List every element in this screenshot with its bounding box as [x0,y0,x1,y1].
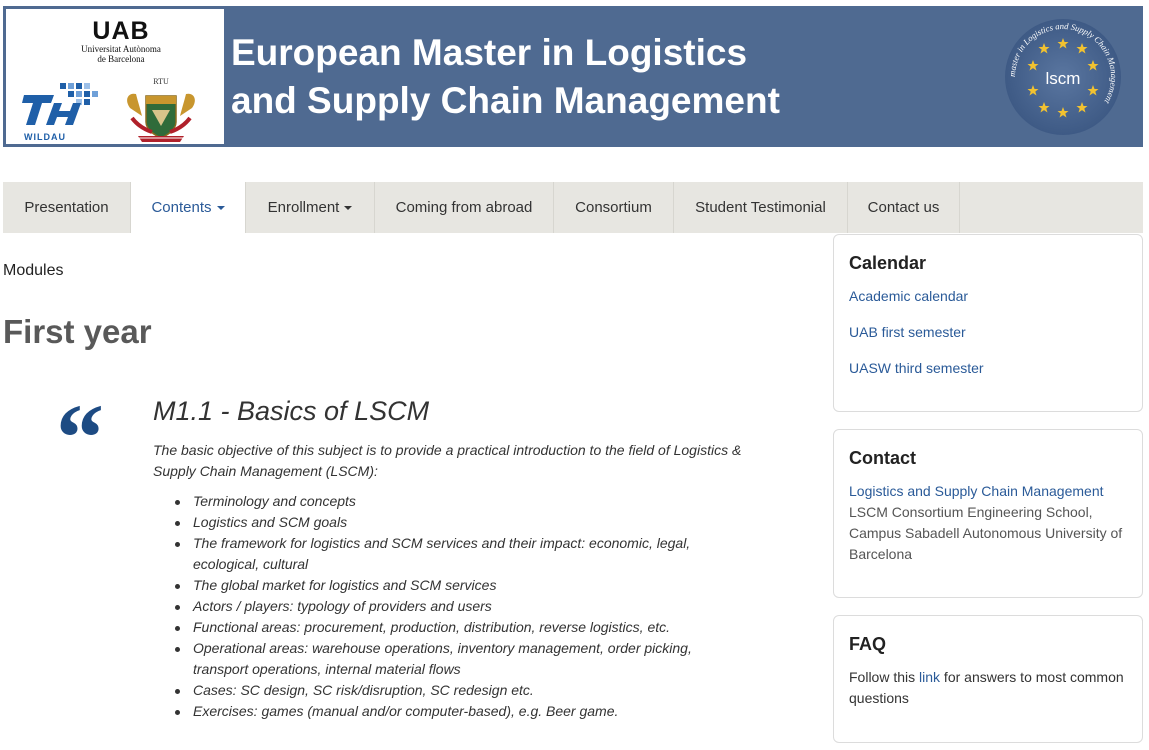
uab-logo-subtitle-2: de Barcelona [97,54,145,64]
nav-item-label: Coming from abroad [395,199,533,216]
list-item: Exercises: games (manual and/or computer… [175,701,743,722]
uab-logo-mark: UAB [92,17,150,45]
module-topic-list: Terminology and concepts Logistics and S… [175,491,743,722]
calendar-card: Calendar Academic calendar UAB first sem… [833,234,1143,412]
chevron-down-icon [216,205,225,210]
list-item: Terminology and concepts [175,491,743,512]
site-banner: UAB Universitat Autònoma de Barcelona WI… [3,6,1143,147]
faq-text: Follow this link for answers to most com… [849,667,1127,709]
site-title[interactable]: European Master in Logistics and Supply … [224,6,1003,147]
quote-icon: “ [56,384,104,491]
faq-title: FAQ [849,634,887,654]
chevron-down-icon [344,205,353,210]
module-intro: The basic objective of this subject is t… [153,442,742,479]
contact-title: Contact [849,448,916,468]
uab-logo[interactable]: UAB Universitat Autònoma de Barcelona [61,18,181,64]
nav-item-coming-from-abroad[interactable]: Coming from abroad [375,182,554,233]
faq-text-after: for answers to most common questions [849,669,1124,706]
list-item: Actors / players: typology of providers … [175,596,743,617]
partner-logos: UAB Universitat Autònoma de Barcelona WI… [6,9,224,144]
contact-address: LSCM Consortium Engineering School, Camp… [849,504,1123,562]
lscm-contact-link[interactable]: Logistics and Supply Chain Management [849,483,1104,499]
nav-item-label: Contents [151,199,212,216]
list-item: Operational areas: warehouse operations,… [175,638,743,680]
nav-item-consortium[interactable]: Consortium [554,182,674,233]
nav-item-label: Consortium [575,199,652,216]
th-wildau-logo[interactable]: WILDAU [20,81,100,143]
rtu-logo[interactable]: RTU [118,77,204,145]
lscm-seal-icon: master in Logistics and Supply Chain Man… [1005,18,1121,135]
nav-item-label: Student Testimonial [695,199,826,216]
nav-item-contact-us[interactable]: Contact us [848,182,960,233]
uab-logo-subtitle-1: Universitat Autònoma [81,44,161,54]
module-block: M1.1 - Basics of LSCM The basic objectiv… [153,394,743,722]
breadcrumb: Modules [3,262,64,279]
list-item: The framework for logistics and SCM serv… [175,533,743,575]
list-item: Logistics and SCM goals [175,512,743,533]
uab-first-semester-link[interactable]: UAB first semester [849,324,966,340]
list-item: The global market for logistics and SCM … [175,575,743,596]
calendar-title: Calendar [849,253,927,273]
th-pixel-icon [22,83,98,125]
site-title-line-1: European Master in Logistics [231,31,748,73]
list-item: Cases: SC design, SC risk/disruption, SC… [175,680,743,701]
main-nav: Presentation Contents Enrollment Coming … [3,182,1143,233]
faq-text-before: Follow this [849,669,920,685]
nav-item-contents[interactable]: Contents [131,182,246,233]
nav-item-student-testimonial[interactable]: Student Testimonial [674,182,848,233]
nav-item-label: Presentation [24,199,109,216]
lscm-seal: master in Logistics and Supply Chain Man… [1003,6,1143,147]
page-title: First year [3,313,152,350]
contact-card: Contact Logistics and Supply Chain Manag… [833,429,1143,598]
rtu-label: RTU [153,77,169,86]
faq-link[interactable]: link [919,669,941,685]
seal-abbr: lscm [1046,69,1081,88]
list-item: Functional areas: procurement, productio… [175,617,743,638]
nav-item-presentation[interactable]: Presentation [3,182,131,233]
site-title-line-2: and Supply Chain Management [231,79,780,121]
nav-item-enrollment[interactable]: Enrollment [246,182,375,233]
nav-item-label: Contact us [867,199,940,216]
academic-calendar-link[interactable]: Academic calendar [849,288,969,304]
faq-card: FAQ Follow this link for answers to most… [833,615,1143,743]
uasw-third-semester-link[interactable]: UASW third semester [849,360,984,376]
nav-item-label: Enrollment [267,199,340,216]
module-title: M1.1 - Basics of LSCM [153,396,430,426]
wildau-label: WILDAU [24,132,66,142]
seal-stars-icon [1027,37,1099,117]
rtu-crest-icon [127,93,195,142]
